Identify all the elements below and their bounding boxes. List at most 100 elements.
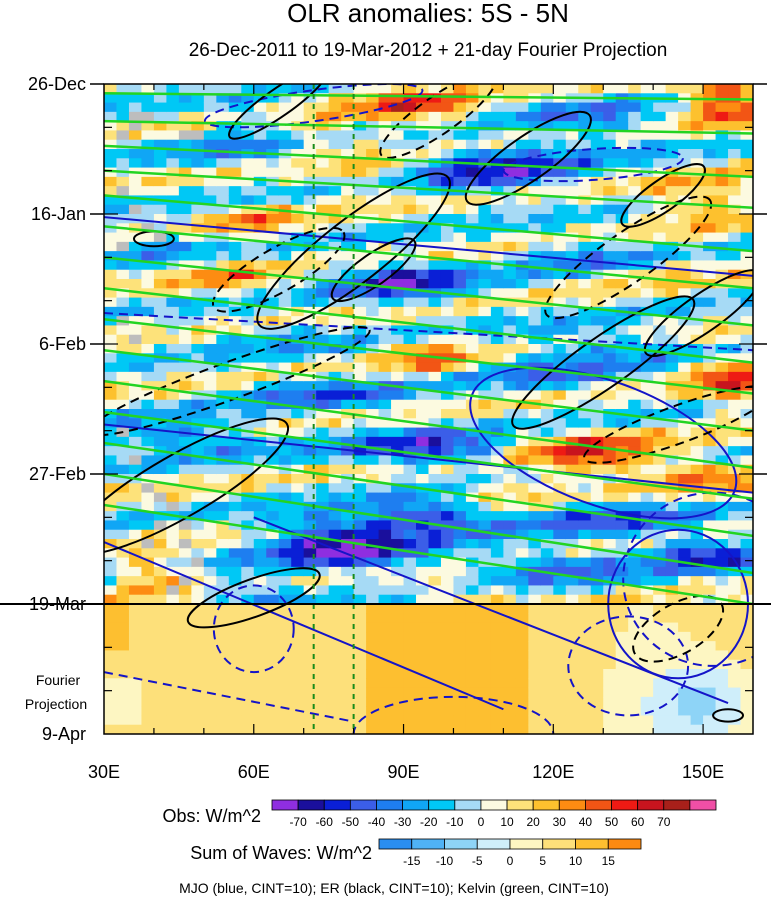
heatmap-cell (178, 344, 192, 354)
heatmap-cell (515, 399, 529, 410)
heatmap-cell (278, 362, 292, 373)
heatmap-cell (353, 659, 367, 670)
heatmap-cell (440, 604, 455, 614)
heatmap-cell (515, 344, 529, 354)
heatmap-cell (515, 446, 529, 457)
heatmap-cell (490, 297, 504, 308)
heatmap-cell (291, 130, 305, 141)
heatmap-cell (166, 455, 180, 466)
heatmap-cell (465, 585, 480, 596)
heatmap-cell (653, 288, 667, 299)
heatmap-cell (565, 427, 579, 438)
heatmap-cell (378, 149, 392, 159)
heatmap-cell (553, 214, 567, 224)
heatmap-cell (104, 325, 118, 336)
heatmap-cell (191, 297, 205, 308)
heatmap-cell (253, 706, 267, 717)
heatmap-cell (104, 279, 118, 289)
heatmap-cell (153, 696, 167, 707)
heatmap-cell (228, 641, 242, 652)
heatmap-cell (228, 566, 242, 577)
heatmap-cell (553, 149, 567, 159)
heatmap-cell (590, 297, 604, 308)
heatmap-cell (428, 269, 442, 280)
heatmap-cell (628, 604, 642, 614)
heatmap-cell (715, 520, 729, 531)
heatmap-cell (278, 641, 292, 652)
heatmap-cell (278, 446, 292, 457)
heatmap-cell (291, 362, 305, 373)
heatmap-cell (191, 279, 205, 289)
heatmap-cell (116, 371, 130, 382)
heatmap-cell (578, 529, 592, 540)
heatmap-cell (378, 102, 392, 113)
reference-longitude-lines (312, 84, 355, 734)
heatmap-cell (640, 529, 654, 540)
heatmap-cell (665, 204, 679, 215)
heatmap-cell (203, 167, 217, 178)
heatmap-cell (565, 650, 579, 661)
heatmap-cell (728, 576, 742, 587)
heatmap-cell (416, 139, 430, 150)
heatmap-cell (740, 158, 753, 169)
heatmap-cell (228, 334, 242, 345)
heatmap-cell (540, 427, 554, 438)
heatmap-cell (515, 520, 529, 531)
heatmap-cell (540, 121, 554, 132)
heatmap-cell (391, 678, 405, 689)
heatmap-cell (216, 381, 230, 392)
heatmap-cell (440, 251, 455, 262)
heatmap-cell (453, 501, 467, 512)
heatmap-cell (528, 594, 542, 605)
heatmap-cell (378, 594, 392, 605)
heatmap-cell (128, 622, 143, 633)
heatmap-cell (178, 93, 192, 104)
heatmap-cell (216, 195, 230, 206)
heatmap-cell (715, 288, 729, 299)
heatmap-cell (391, 195, 405, 206)
obs-colorbar-tick-label: -70 (289, 815, 307, 829)
heatmap-cell (104, 167, 118, 178)
heatmap-cell (303, 362, 317, 373)
heatmap-cell (391, 325, 405, 336)
x-tick-label: 120E (532, 762, 574, 782)
heatmap-cell (291, 214, 305, 224)
heatmap-cell (228, 214, 242, 224)
heatmap-cell (178, 678, 192, 689)
heatmap-cell (553, 297, 567, 308)
heatmap-cell (503, 483, 517, 494)
heatmap-cell (690, 706, 704, 717)
heatmap-cell (715, 409, 729, 419)
heatmap-cell (540, 344, 554, 354)
heatmap-cell (141, 251, 155, 262)
heatmap-cell (715, 167, 729, 178)
heatmap-cell (203, 418, 217, 429)
heatmap-cell (665, 566, 679, 577)
heatmap-cell (403, 455, 417, 466)
heatmap-cell (565, 706, 579, 717)
heatmap-cell (715, 566, 729, 577)
heatmap-cell (615, 344, 629, 354)
heatmap-cell (578, 362, 592, 373)
heatmap-cell (416, 622, 430, 633)
heatmap-cell (216, 715, 230, 726)
heatmap-cell (715, 139, 729, 150)
heatmap-cell (316, 186, 330, 197)
heatmap-cell (553, 158, 567, 169)
heatmap-cell (178, 631, 192, 642)
heatmap-cell (391, 353, 405, 364)
heatmap-cell (153, 102, 167, 113)
heatmap-cell (104, 557, 118, 568)
heatmap-cell (665, 641, 679, 652)
heatmap-cell (665, 139, 679, 150)
heatmap-cell (403, 371, 417, 382)
heatmap-cell (153, 427, 167, 438)
heatmap-cell (428, 669, 442, 679)
heatmap-cell (104, 93, 118, 104)
heatmap-cell (166, 111, 180, 122)
heatmap-cell (690, 84, 704, 94)
heatmap-cell (104, 641, 118, 652)
heatmap-cell (191, 585, 205, 596)
heatmap-cell (540, 520, 554, 531)
heatmap-cell (316, 455, 330, 466)
